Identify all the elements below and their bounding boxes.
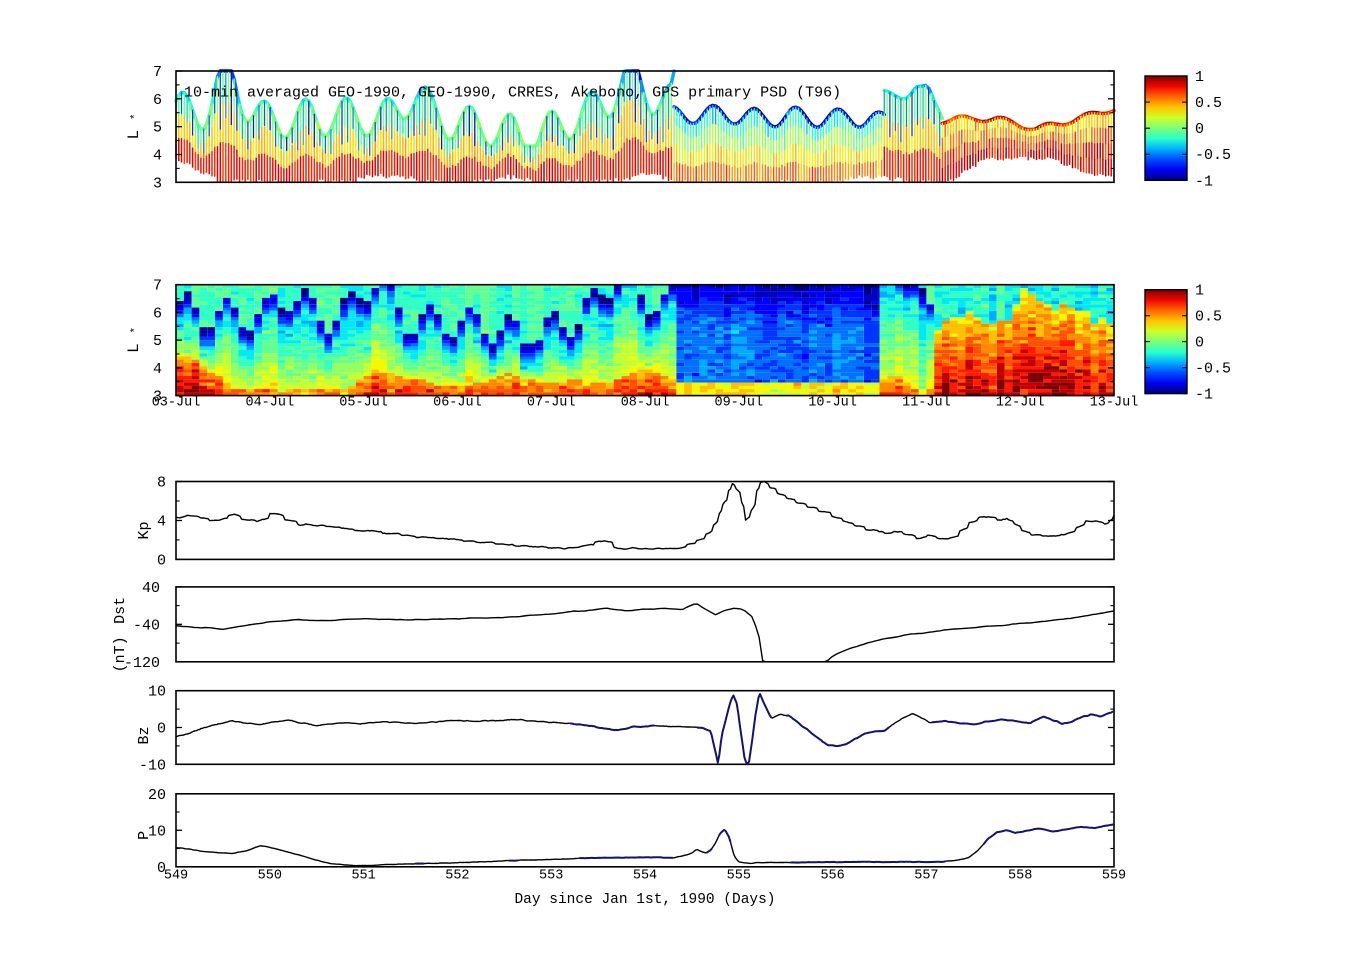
svg-text:0.5: 0.5 [1195, 95, 1222, 112]
svg-text:550: 550 [258, 869, 282, 884]
svg-text:0.5: 0.5 [1195, 309, 1222, 326]
svg-text:06-Jul: 06-Jul [433, 395, 482, 410]
svg-text:6: 6 [153, 305, 162, 322]
svg-text:549: 549 [164, 869, 188, 884]
svg-text:11-Jul: 11-Jul [902, 395, 951, 410]
svg-text:*: * [130, 327, 142, 334]
svg-text:20: 20 [148, 787, 166, 804]
svg-text:556: 556 [820, 869, 844, 884]
svg-text:-0.5: -0.5 [1195, 147, 1231, 164]
svg-text:4: 4 [153, 148, 162, 165]
svg-text:12-Jul: 12-Jul [996, 395, 1045, 410]
svg-text:555: 555 [727, 869, 751, 884]
svg-text:552: 552 [445, 869, 469, 884]
svg-text:40: 40 [142, 580, 160, 597]
svg-text:(nT): (nT) [112, 636, 129, 672]
svg-text:7: 7 [153, 278, 162, 295]
svg-text:Day since Jan 1st, 1990 (Days): Day since Jan 1st, 1990 (Days) [514, 892, 775, 908]
svg-text:0: 0 [1195, 335, 1204, 352]
svg-text:04-Jul: 04-Jul [245, 395, 294, 410]
svg-text:*: * [130, 113, 142, 120]
svg-text:Dst: Dst [112, 597, 129, 624]
svg-text:4: 4 [157, 514, 166, 531]
svg-text:05-Jul: 05-Jul [339, 395, 388, 410]
svg-text:-0.5: -0.5 [1195, 361, 1231, 378]
svg-text:-10: -10 [139, 757, 166, 774]
svg-text:L: L [125, 343, 143, 353]
svg-text:557: 557 [914, 869, 938, 884]
svg-text:7: 7 [153, 64, 162, 81]
svg-text:0: 0 [1195, 121, 1204, 138]
svg-text:Bz: Bz [136, 726, 153, 744]
svg-text:10-Jul: 10-Jul [808, 395, 857, 410]
svg-text:3: 3 [153, 175, 162, 192]
svg-text:Kp: Kp [136, 521, 153, 539]
svg-text:5: 5 [153, 120, 162, 137]
svg-text:10: 10 [148, 684, 166, 701]
svg-text:0: 0 [157, 721, 166, 738]
svg-text:-120: -120 [124, 655, 160, 672]
svg-text:-1: -1 [1195, 387, 1213, 404]
svg-text:L: L [125, 130, 143, 140]
svg-text:07-Jul: 07-Jul [527, 395, 576, 410]
svg-text:1: 1 [1195, 283, 1204, 300]
svg-text:-1: -1 [1195, 173, 1213, 190]
svg-text:1: 1 [1195, 69, 1204, 86]
svg-text:4: 4 [153, 361, 162, 378]
svg-text:553: 553 [539, 869, 563, 884]
svg-text:6: 6 [153, 92, 162, 109]
svg-text:5: 5 [153, 333, 162, 350]
svg-text:10-min averaged GEO-1990, GEO-: 10-min averaged GEO-1990, GEO-1990, CRRE… [184, 85, 841, 102]
svg-text:8: 8 [157, 475, 166, 492]
svg-text:13-Jul: 13-Jul [1090, 395, 1139, 410]
svg-text:0: 0 [157, 552, 166, 569]
svg-text:08-Jul: 08-Jul [621, 395, 670, 410]
svg-text:559: 559 [1102, 869, 1126, 884]
svg-text:09-Jul: 09-Jul [714, 395, 763, 410]
svg-text:551: 551 [351, 869, 375, 884]
svg-text:558: 558 [1008, 869, 1032, 884]
svg-text:P: P [136, 831, 153, 840]
svg-text:03-Jul: 03-Jul [152, 395, 201, 410]
svg-text:554: 554 [633, 869, 657, 884]
svg-text:-40: -40 [133, 617, 160, 634]
